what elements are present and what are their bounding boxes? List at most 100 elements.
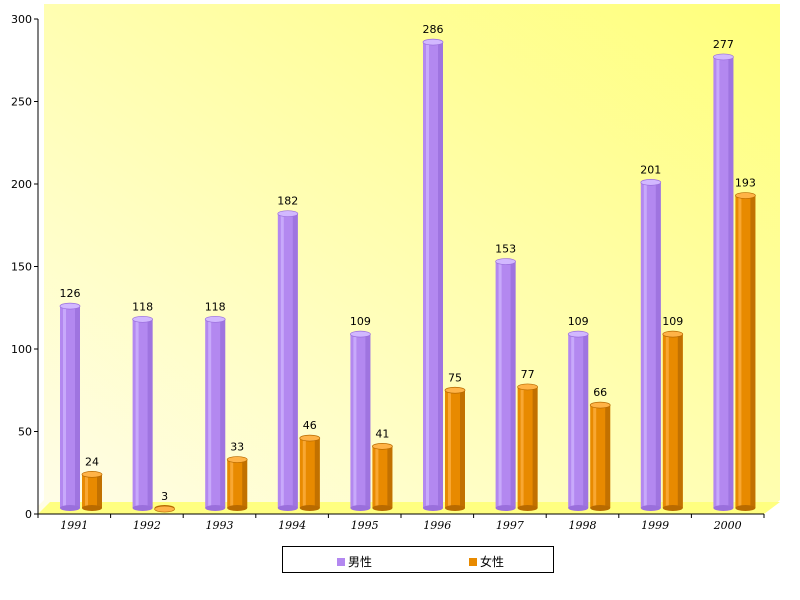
bar-top — [640, 179, 662, 186]
bar-top — [59, 302, 81, 310]
bar: 109 — [662, 315, 683, 511]
bar: 33 — [226, 441, 248, 511]
bar-shade — [387, 446, 393, 508]
data-label: 153 — [495, 243, 516, 256]
data-label: 75 — [448, 371, 462, 384]
bar: 153 — [495, 243, 516, 511]
data-label: 77 — [521, 368, 535, 381]
bar-shade — [292, 213, 298, 508]
x-tick-label: 1994 — [278, 519, 306, 532]
data-label: 109 — [568, 315, 589, 328]
y-axis: 0 50 100 150 200 250 300 — [11, 13, 39, 521]
data-label: 46 — [303, 419, 317, 432]
bar-shade — [460, 390, 465, 508]
bar-top — [226, 456, 248, 463]
bar: 109 — [568, 315, 589, 511]
legend-swatch-male — [337, 557, 345, 566]
bar-highlight — [63, 306, 66, 508]
bar-top — [517, 383, 538, 391]
bar-shade — [365, 334, 371, 508]
bar-base — [590, 505, 611, 511]
bar-top — [589, 401, 611, 409]
bar-highlight — [716, 56, 720, 508]
bar-base — [82, 505, 102, 511]
data-label: 286 — [423, 23, 444, 36]
bar-shade — [605, 405, 611, 508]
y-tick-label: 250 — [11, 96, 32, 109]
data-label: 182 — [277, 195, 298, 208]
bar-top — [495, 258, 516, 265]
bar: 201 — [640, 163, 661, 511]
x-tick-label: 2000 — [713, 519, 742, 532]
x-tick-label: 1997 — [496, 519, 524, 532]
bar-base — [495, 505, 516, 511]
bar-shade — [75, 306, 80, 508]
bar-highlight — [353, 334, 357, 508]
bar-highlight — [571, 334, 575, 508]
bar-highlight — [520, 386, 524, 508]
data-label: 24 — [85, 455, 99, 468]
bar-top — [204, 315, 226, 323]
bar: 109 — [350, 315, 371, 511]
data-label: 277 — [713, 38, 734, 51]
bar-base — [713, 505, 734, 511]
bar-shade — [728, 56, 734, 508]
bar: 118 — [132, 300, 153, 511]
bar-base — [350, 505, 371, 511]
legend-label-female: 女性 — [480, 555, 505, 569]
data-label: 3 — [161, 490, 168, 503]
bar-top — [277, 210, 299, 218]
data-label: 118 — [205, 300, 226, 313]
data-label: 118 — [132, 300, 153, 313]
bar-base — [60, 505, 80, 511]
bar: 118 — [205, 300, 226, 511]
bar-highlight — [665, 334, 669, 508]
bar: 75 — [444, 371, 466, 511]
bar-top — [567, 330, 589, 338]
x-tick-label: 1993 — [206, 519, 234, 532]
y-tick-label: 200 — [11, 178, 32, 191]
data-label: 193 — [735, 177, 756, 190]
bar-shade — [314, 438, 320, 508]
x-tick-label: 1998 — [569, 519, 597, 532]
bar-base — [299, 505, 320, 511]
bar-highlight — [230, 459, 234, 508]
y-tick-label: 50 — [18, 426, 32, 439]
bar-highlight — [498, 261, 502, 508]
legend-label-male: 男性 — [348, 555, 373, 569]
bar-base — [423, 505, 443, 511]
bar-base — [132, 505, 153, 511]
bar-top — [735, 192, 756, 199]
bar-shade — [655, 182, 661, 508]
bar-highlight — [135, 319, 139, 508]
legend: 男性 女性 — [282, 546, 554, 573]
bar: 277 — [713, 38, 734, 511]
bar-shade — [750, 195, 756, 509]
bar-top — [132, 315, 153, 323]
bar-top — [81, 471, 103, 478]
bar-top — [713, 53, 734, 61]
bar-top — [154, 505, 175, 513]
bar-shade — [532, 386, 538, 508]
bar: 182 — [277, 195, 298, 511]
bar: 24 — [81, 455, 103, 511]
bar-top — [350, 330, 371, 338]
bar-shade — [97, 474, 102, 508]
y-tick-label: 0 — [25, 508, 32, 521]
bar-base — [227, 505, 248, 511]
bar-base — [735, 505, 756, 511]
legend-item-female: 女性 — [469, 553, 504, 570]
bar-highlight — [85, 474, 88, 508]
data-label: 201 — [640, 163, 661, 176]
x-tick-label: 1999 — [641, 519, 669, 532]
bar-shade — [583, 334, 589, 508]
bar: 126 — [60, 287, 81, 511]
x-tick-label: 1992 — [133, 519, 161, 532]
bar-highlight — [280, 213, 284, 508]
bar-highlight — [302, 438, 306, 508]
legend-swatch-female — [469, 557, 477, 566]
bar-top — [299, 434, 321, 442]
bar-shade — [677, 334, 683, 508]
